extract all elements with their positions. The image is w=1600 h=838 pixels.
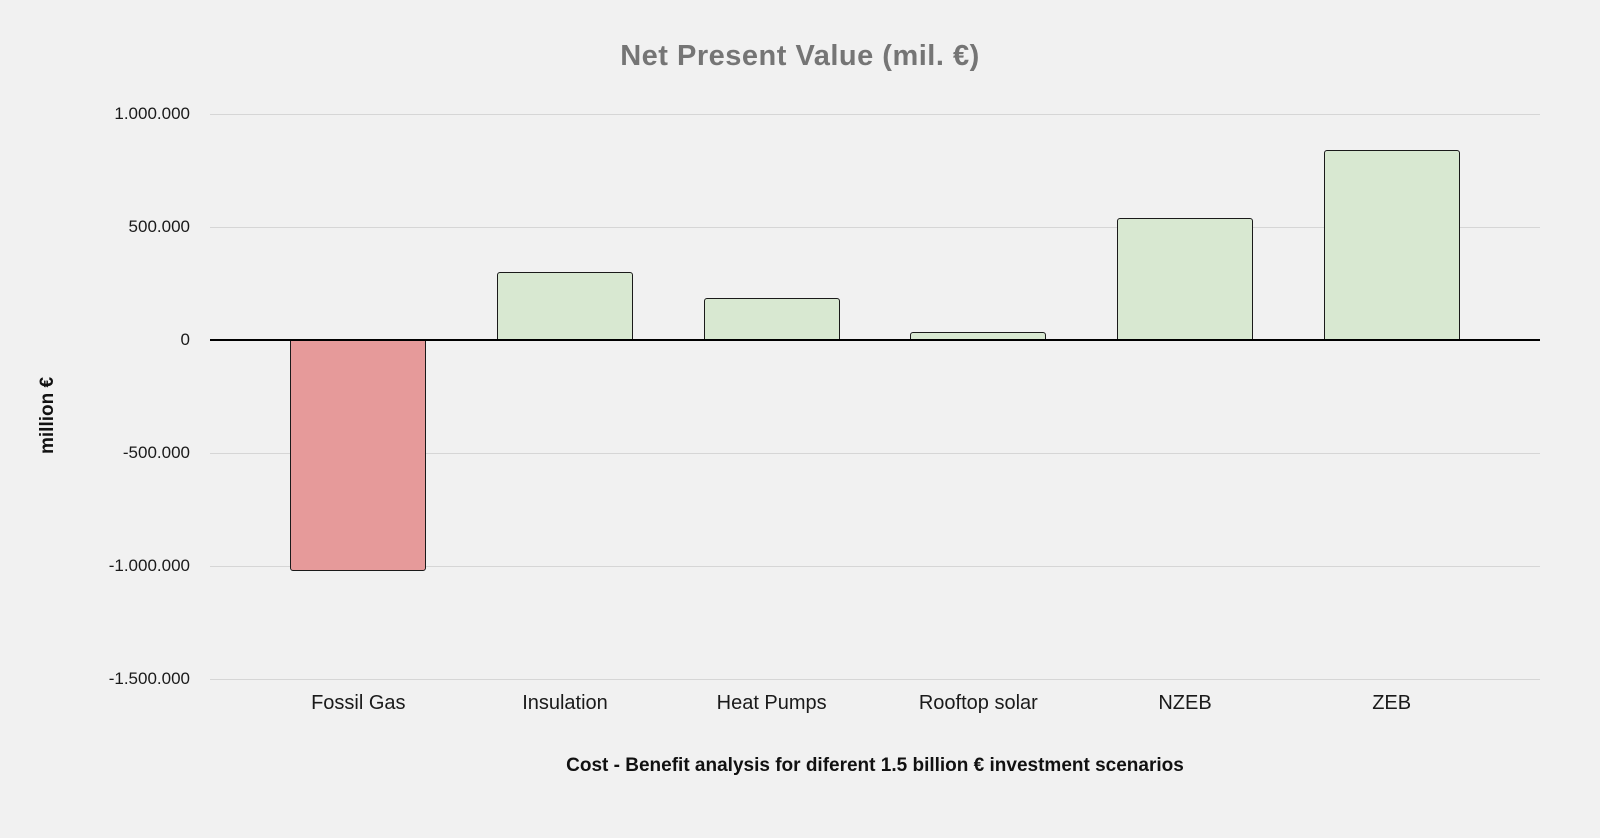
x-category-label: Fossil Gas: [311, 692, 406, 714]
plot-area: 1.000.000 500.000 0 -500.000 -1.000.000 -1.50…: [109, 104, 1540, 714]
x-category-label: Insulation: [522, 692, 608, 714]
y-tick-label: 500.000: [128, 217, 190, 236]
y-tick-label: -1.500.000: [108, 669, 190, 688]
gridline: [210, 114, 1540, 115]
bar-fossil-gas: [290, 340, 427, 571]
x-category-label: NZEB: [1158, 692, 1212, 714]
y-tick-label: -500.000: [122, 443, 190, 462]
bar-zeb: [1323, 150, 1460, 340]
bar-heat-pumps: [703, 298, 840, 340]
x-category-label: ZEB: [1372, 692, 1412, 714]
bar-insulation: [497, 272, 633, 340]
x-category-label: Rooftop solar: [918, 692, 1038, 714]
chart-title: Net Present Value (mil. €): [620, 40, 980, 72]
y-tick-label: -1.000.000: [108, 556, 190, 575]
y-tick-label: 1.000.000: [114, 104, 190, 123]
gridline: [210, 453, 1540, 454]
y-tick-label: 0: [180, 330, 190, 349]
x-axis-zero-line: [210, 339, 1540, 341]
x-category-label: Heat Pumps: [716, 692, 827, 714]
gridline: [210, 227, 1540, 228]
y-axis-title: million €: [37, 376, 58, 454]
gridline: [210, 679, 1540, 680]
x-axis-title: Cost - Benefit analysis for diferent 1.5…: [566, 755, 1184, 776]
bar-nzeb: [1117, 217, 1253, 340]
gridline: [210, 566, 1540, 567]
